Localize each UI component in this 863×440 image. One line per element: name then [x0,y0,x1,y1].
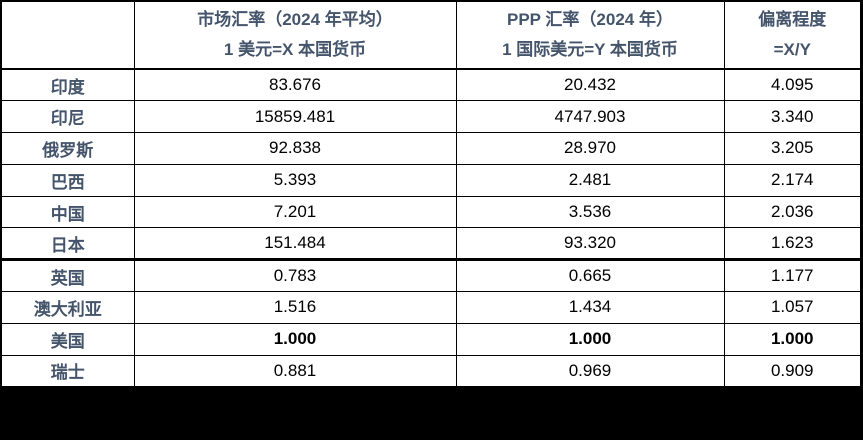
ppp-rate-cell: 93.320 [455,227,725,261]
country-cell: 巴西 [0,163,135,197]
deviation-cell: 4.095 [723,68,862,102]
market-rate-cell: 5.393 [133,163,457,197]
header-ppp-rate: PPP 汇率（2024 年） 1 国际美元=Y 本国货币 [455,0,725,70]
deviation-cell: 3.340 [723,100,862,134]
header-deviation-line1: 偏离程度 [758,10,827,29]
market-rate-cell: 0.783 [133,258,457,293]
table-row: 巴西 5.393 2.481 2.174 [0,163,862,197]
ppp-rate-cell: 1.434 [455,291,725,324]
deviation-cell: 1.000 [723,322,862,356]
table-row: 印尼 15859.481 4747.903 3.340 [0,100,862,134]
country-cell: 中国 [0,195,135,229]
country-cell: 印度 [0,68,135,102]
market-rate-cell: 1.000 [133,322,457,356]
market-rate-cell: 151.484 [133,227,457,261]
header-deviation: 偏离程度 =X/Y [723,0,862,70]
header-market-rate-line2: 1 美元=X 本国货币 [223,40,367,59]
market-rate-cell: 83.676 [133,68,457,102]
table-row: 英国 0.783 0.665 1.177 [0,258,862,293]
header-market-rate-line1: 市场汇率（2024 年平均） [197,10,393,29]
country-cell: 日本 [0,227,135,261]
header-market-rate: 市场汇率（2024 年平均） 1 美元=X 本国货币 [133,0,457,70]
table-row: 日本 151.484 93.320 1.623 [0,227,862,261]
deviation-cell: 2.174 [723,163,862,197]
country-cell: 美国 [0,322,135,356]
deviation-cell: 1.177 [723,258,862,293]
table-row: 中国 7.201 3.536 2.036 [0,195,862,229]
deviation-cell: 2.036 [723,195,862,229]
country-cell: 印尼 [0,100,135,134]
table-row: 澳大利亚 1.516 1.434 1.057 [0,291,862,324]
ppp-rate-cell: 4747.903 [455,100,725,134]
country-cell: 俄罗斯 [0,132,135,165]
market-rate-cell: 1.516 [133,291,457,324]
market-rate-cell: 92.838 [133,132,457,165]
table-row: 美国 1.000 1.000 1.000 [0,322,862,356]
deviation-cell: 3.205 [723,132,862,165]
market-rate-cell: 7.201 [133,195,457,229]
country-cell: 澳大利亚 [0,291,135,324]
ppp-rate-cell: 1.000 [455,322,725,356]
exchange-rate-table: 市场汇率（2024 年平均） 1 美元=X 本国货币 PPP 汇率（2024 年… [0,0,862,388]
header-ppp-rate-line1: PPP 汇率（2024 年） [507,10,673,29]
ppp-rate-cell: 2.481 [455,163,725,197]
table-header: 市场汇率（2024 年平均） 1 美元=X 本国货币 PPP 汇率（2024 年… [0,0,862,70]
country-cell: 瑞士 [0,354,135,388]
header-row: 市场汇率（2024 年平均） 1 美元=X 本国货币 PPP 汇率（2024 年… [0,0,862,70]
header-ppp-rate-line2: 1 国际美元=Y 本国货币 [502,40,678,59]
header-deviation-line2: =X/Y [773,40,811,59]
market-rate-cell: 0.881 [133,354,457,388]
market-rate-cell: 15859.481 [133,100,457,134]
ppp-rate-cell: 20.432 [455,68,725,102]
ppp-rate-cell: 28.970 [455,132,725,165]
deviation-cell: 1.623 [723,227,862,261]
ppp-rate-cell: 0.969 [455,354,725,388]
table-row: 俄罗斯 92.838 28.970 3.205 [0,132,862,165]
table-body: 印度 83.676 20.432 4.095 印尼 15859.481 4747.903 3.… [0,68,862,388]
ppp-rate-cell: 3.536 [455,195,725,229]
country-cell: 英国 [0,258,135,293]
ppp-rate-cell: 0.665 [455,258,725,293]
table-row: 印度 83.676 20.432 4.095 [0,68,862,102]
table-row: 瑞士 0.881 0.969 0.909 [0,354,862,388]
deviation-cell: 0.909 [723,354,862,388]
deviation-cell: 1.057 [723,291,862,324]
corner-cell [0,0,135,70]
